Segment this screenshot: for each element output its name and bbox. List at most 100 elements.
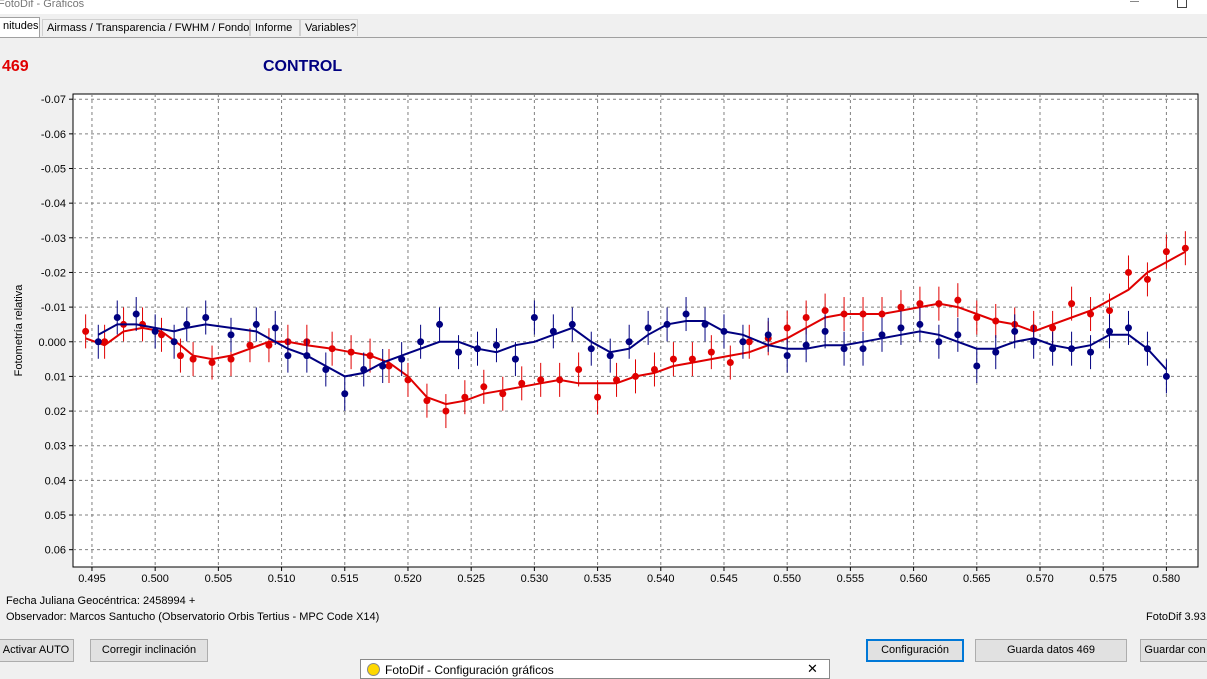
data-point xyxy=(1181,244,1189,252)
data-point xyxy=(1162,248,1170,256)
tab-variables[interactable]: Variables? xyxy=(300,19,358,36)
data-point xyxy=(992,348,1000,356)
data-point xyxy=(265,341,273,349)
data-point xyxy=(113,314,121,322)
data-point xyxy=(1049,345,1057,353)
data-point xyxy=(954,296,962,304)
data-point xyxy=(556,376,564,384)
data-point xyxy=(537,376,545,384)
data-point xyxy=(246,341,254,349)
data-point xyxy=(455,348,463,356)
data-point xyxy=(644,324,652,332)
data-point xyxy=(82,327,90,335)
data-point xyxy=(916,320,924,328)
guarda-datos-button[interactable]: Guarda datos 469 xyxy=(975,639,1127,662)
data-point xyxy=(511,355,519,363)
data-point xyxy=(442,407,450,415)
x-tick-label: 0.525 xyxy=(457,573,485,585)
data-point xyxy=(385,362,393,370)
data-point xyxy=(252,320,260,328)
guardar-button[interactable]: Guardar con xyxy=(1140,639,1207,662)
data-point xyxy=(404,376,412,384)
plot-area xyxy=(72,93,1199,568)
data-point xyxy=(897,303,905,311)
data-point xyxy=(625,338,633,346)
app-icon xyxy=(367,663,380,676)
y-tick-label: 0.01 xyxy=(45,371,66,383)
data-point xyxy=(170,338,178,346)
x-tick-label: 0.535 xyxy=(584,573,612,585)
tab-magnitudes[interactable]: nitudes xyxy=(0,17,40,37)
data-point xyxy=(360,365,368,373)
data-point xyxy=(840,345,848,353)
close-icon[interactable]: ✕ xyxy=(807,661,818,676)
control-label: CONTROL xyxy=(263,58,343,75)
data-point xyxy=(1030,338,1038,346)
data-point xyxy=(271,324,279,332)
y-tick-label: -0.07 xyxy=(41,94,66,106)
activar-auto-button[interactable]: Activar AUTO xyxy=(0,639,74,662)
x-tick-label: 0.555 xyxy=(837,573,865,585)
x-tick-label: 0.565 xyxy=(963,573,991,585)
data-point xyxy=(632,372,639,380)
data-point xyxy=(423,397,431,405)
data-point xyxy=(1049,324,1057,332)
data-point xyxy=(151,327,159,335)
corregir-inclinacion-button[interactable]: Corregir inclinación xyxy=(90,639,208,662)
data-point xyxy=(1106,307,1114,315)
y-axis-label: Fotometría relativa xyxy=(13,284,25,377)
data-point xyxy=(1087,310,1095,318)
y-tick-label: -0.05 xyxy=(41,164,66,176)
x-tick-label: 0.575 xyxy=(1089,573,1117,585)
version-label: FotoDif 3.93 xyxy=(1146,611,1206,623)
x-tick-label: 0.515 xyxy=(331,573,359,585)
data-point xyxy=(176,352,184,360)
x-tick-label: 0.540 xyxy=(647,573,675,585)
data-point xyxy=(1068,300,1076,308)
data-point xyxy=(227,355,235,363)
data-point xyxy=(783,352,791,360)
data-point xyxy=(568,320,576,328)
minimize-icon[interactable] xyxy=(1130,1,1139,2)
x-tick-label: 0.530 xyxy=(521,573,549,585)
config-window[interactable]: FotoDif - Configuración gráficos ✕ xyxy=(360,659,830,679)
data-point xyxy=(650,365,658,373)
restore-icon[interactable] xyxy=(1177,0,1187,8)
data-point xyxy=(663,320,671,328)
y-tick-label: 0.03 xyxy=(45,441,66,453)
data-point xyxy=(227,331,235,339)
configuracion-button[interactable]: Configuración xyxy=(866,639,964,662)
tab-informe[interactable]: Informe xyxy=(250,19,300,36)
window-title: FotoDif - Gráficos xyxy=(0,0,85,10)
y-tick-label: 0.05 xyxy=(45,510,66,522)
data-point xyxy=(821,327,829,335)
data-point xyxy=(322,365,330,373)
fecha-label: Fecha Juliana Geocéntrica: 2458994 + xyxy=(6,595,196,607)
x-tick-label: 0.570 xyxy=(1026,573,1054,585)
data-point xyxy=(783,324,791,332)
data-point xyxy=(613,376,621,384)
data-point xyxy=(480,383,488,391)
y-tick-label: -0.06 xyxy=(41,129,66,141)
data-point xyxy=(859,345,867,353)
x-tick-label: 0.560 xyxy=(900,573,928,585)
data-point xyxy=(720,327,728,335)
x-tick-label: 0.500 xyxy=(141,573,169,585)
y-tick-label: -0.01 xyxy=(41,302,66,314)
data-point xyxy=(1087,348,1095,356)
data-point xyxy=(461,393,469,401)
data-point xyxy=(202,314,210,322)
data-point xyxy=(916,300,924,308)
data-point xyxy=(682,310,690,318)
data-point xyxy=(94,338,102,346)
data-point xyxy=(1124,268,1132,276)
data-point xyxy=(157,331,165,339)
data-point xyxy=(935,300,943,308)
tab-airmass[interactable]: Airmass / Transparencia / FWHM / Fondo xyxy=(42,19,250,36)
data-point xyxy=(328,345,336,353)
x-tick-label: 0.505 xyxy=(205,573,233,585)
y-tick-label: 0.000 xyxy=(38,337,66,349)
data-point xyxy=(859,310,867,318)
y-tick-label: 0.04 xyxy=(45,475,66,487)
y-tick-label: -0.03 xyxy=(41,233,66,245)
